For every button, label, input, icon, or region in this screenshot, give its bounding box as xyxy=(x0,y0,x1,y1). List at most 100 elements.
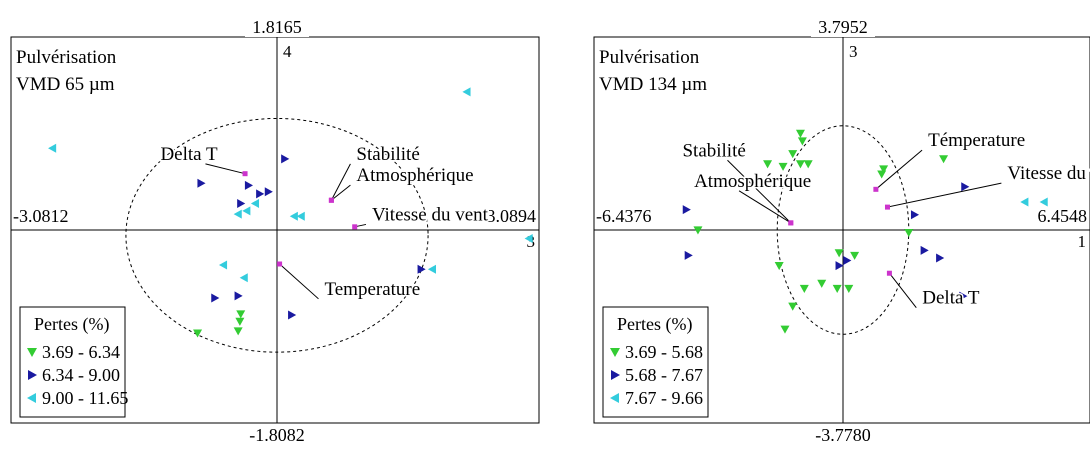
correlation-circle xyxy=(125,117,429,353)
legend-marker-3 xyxy=(27,393,36,403)
variable-label-5: Delta T xyxy=(922,288,980,309)
axis-label-left: -6.4376 xyxy=(596,206,652,226)
variable-marker-5 xyxy=(277,261,283,267)
panel-title-line1: Pulvérisation xyxy=(599,47,700,68)
data-point-5 xyxy=(281,154,290,164)
axis-label-top: 1.8165 xyxy=(252,17,302,37)
data-point-17 xyxy=(832,284,842,293)
variable-leader-3 xyxy=(875,149,923,190)
axis-label-bottom: -1.8082 xyxy=(249,425,305,445)
data-point-8 xyxy=(264,187,273,197)
axis-label-bottom: -3.7780 xyxy=(815,425,871,445)
data-point-15 xyxy=(462,87,471,97)
data-point-3 xyxy=(788,150,798,159)
data-point-22 xyxy=(524,233,533,243)
data-point-2 xyxy=(797,137,807,146)
variable-leader-2 xyxy=(330,163,351,201)
data-point-10 xyxy=(237,198,246,208)
axis-label-bottom-bg xyxy=(805,425,881,445)
data-point-6 xyxy=(197,178,206,188)
data-point-10 xyxy=(939,155,949,164)
variable-leader-2 xyxy=(738,190,792,224)
variable-leader-1 xyxy=(727,159,792,224)
variable-leader-3 xyxy=(331,184,351,201)
axis-label-left: -3.0812 xyxy=(13,206,69,226)
data-point-20 xyxy=(788,302,798,311)
legend-box xyxy=(602,306,709,418)
data-point-23 xyxy=(682,205,691,215)
variable-label-3: Atmosphérique xyxy=(356,165,473,186)
data-point-24 xyxy=(910,210,920,220)
axis-label-right-small: 1 xyxy=(1078,232,1087,251)
legend-item-1: 3.69 - 6.34 xyxy=(42,342,120,362)
data-point-31 xyxy=(1039,197,1048,207)
variable-marker-5 xyxy=(886,270,892,276)
data-point-14 xyxy=(850,251,860,260)
panel-title-line2: VMD 134 µm xyxy=(599,74,707,95)
data-point-12 xyxy=(234,291,243,301)
legend-marker-1 xyxy=(27,348,37,357)
data-point-18 xyxy=(844,284,854,293)
variable-marker-3 xyxy=(873,186,879,192)
variable-marker-4 xyxy=(352,224,358,230)
data-point-8 xyxy=(879,165,889,174)
data-point-15 xyxy=(774,261,784,271)
data-point-1 xyxy=(795,129,805,138)
data-point-30 xyxy=(959,291,968,301)
axis-label-top: 3.7952 xyxy=(818,17,868,37)
legend-item-2: 6.34 - 9.00 xyxy=(42,365,120,385)
data-point-7 xyxy=(763,160,773,169)
variable-label-4: Vitesse du vent xyxy=(372,204,489,225)
data-point-20 xyxy=(289,211,298,221)
data-point-13 xyxy=(288,310,297,320)
data-point-21 xyxy=(296,211,305,221)
data-point-3 xyxy=(236,310,246,319)
variable-marker-4 xyxy=(884,204,890,210)
data-point-19 xyxy=(799,284,809,293)
legend-marker-2 xyxy=(28,370,37,380)
variable-label-1: Stabilité xyxy=(682,140,745,161)
data-point-7 xyxy=(244,180,254,190)
variable-marker-3 xyxy=(328,197,334,203)
data-point-4 xyxy=(233,327,243,336)
legend-title: Pertes (%) xyxy=(34,314,109,335)
panel-title-line2: VMD 65 µm xyxy=(16,74,115,95)
data-point-9 xyxy=(256,189,265,199)
data-point-27 xyxy=(936,253,945,263)
data-point-21 xyxy=(780,325,790,334)
variable-leader-5 xyxy=(889,272,917,309)
data-point-4 xyxy=(778,162,788,171)
data-point-26 xyxy=(920,245,929,255)
data-point-9 xyxy=(877,170,887,179)
data-point-32 xyxy=(1020,197,1029,207)
data-point-14 xyxy=(417,264,426,274)
data-point-19 xyxy=(233,209,242,219)
panel-2: 3.7952 -3.7780 -6.4376 6.4548 3 1 Pulvérisatio… xyxy=(593,17,1090,445)
data-point-16 xyxy=(817,279,827,288)
variable-leader-5 xyxy=(279,263,319,300)
data-point-17 xyxy=(250,198,260,208)
data-point-11 xyxy=(693,226,703,235)
data-point-2 xyxy=(235,317,245,326)
variable-label-4: Vitesse du vent xyxy=(1007,163,1090,184)
data-point-6 xyxy=(803,160,813,169)
data-point-16 xyxy=(48,143,57,153)
data-point-5 xyxy=(795,160,805,169)
axis-label-center-top: 4 xyxy=(283,42,292,61)
panel-1: 1.8165-1.8082-3.08123.089443Pulvérisatio… xyxy=(10,17,540,445)
data-point-12 xyxy=(904,228,914,238)
legend-title: Pertes (%) xyxy=(617,314,692,335)
data-point-22 xyxy=(961,182,970,192)
data-point-29 xyxy=(843,256,852,266)
variable-marker-1 xyxy=(242,171,248,177)
variable-label-1: Delta T xyxy=(160,144,218,165)
data-point-24 xyxy=(218,260,228,270)
legend-item-3: 7.67 - 9.66 xyxy=(625,388,703,408)
data-point-28 xyxy=(835,261,844,271)
legend-marker-3 xyxy=(610,393,619,403)
data-point-25 xyxy=(239,273,248,283)
legend-box xyxy=(19,306,126,418)
legend-marker-2 xyxy=(611,370,620,380)
